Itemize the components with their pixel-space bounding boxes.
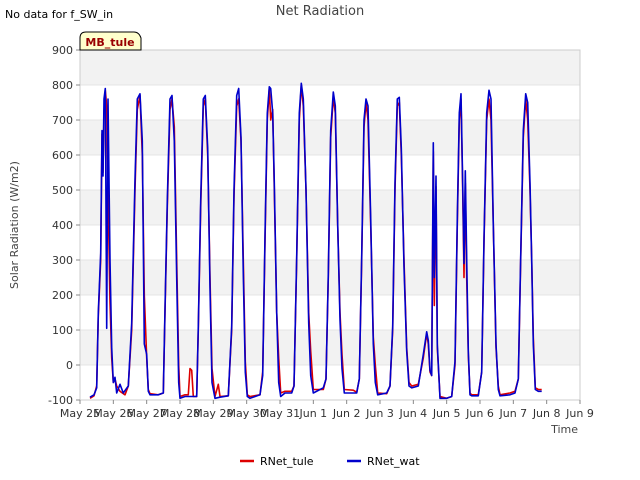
y-tick-label: 700 [52,114,73,127]
y-tick-label: -100 [48,394,73,407]
x-tick-label: May 31 [260,407,300,420]
chart-title: Net Radiation [276,4,364,19]
legend-label-rnet-wat: RNet_wat [367,455,420,468]
y-tick-label: 900 [52,44,73,57]
y-tick-label: 300 [52,254,73,267]
x-tick-label: Jun 9 [565,407,594,420]
x-tick-label: Jun 1 [298,407,327,420]
grid-band [80,50,580,85]
x-tick-label: Jun 8 [532,407,561,420]
site-badge-label: MB_tule [85,36,134,49]
x-tick-label: May 27 [127,407,167,420]
y-tick-label: 100 [52,324,73,337]
x-tick-label: May 26 [93,407,133,420]
legend: RNet_tule RNet_wat [240,455,420,468]
y-tick-label: 800 [52,79,73,92]
y-tick-label: 0 [66,359,73,372]
x-tick-label: Jun 5 [432,407,461,420]
x-tick-label: May 30 [227,407,267,420]
grid-band [80,260,580,295]
series-line-rnet-wat [89,82,542,400]
x-axis-label: Time [550,423,578,436]
x-tick-label: Jun 2 [332,407,361,420]
corner-note: No data for f_SW_in [5,8,113,21]
x-tick-label: Jun 6 [465,407,494,420]
y-tick-label: 600 [52,149,73,162]
x-tick-label: May 25 [60,407,100,420]
legend-label-rnet-tule: RNet_tule [260,455,314,468]
series-layer [89,82,542,400]
y-tick-label: 200 [52,289,73,302]
y-tick-label: 500 [52,184,73,197]
x-tick-label: May 28 [160,407,200,420]
y-axis-ticks: -100 0 100 200 300 400 500 600 700 800 900 [48,44,80,407]
grid-band [80,330,580,365]
x-tick-label: Jun 7 [498,407,527,420]
y-axis-label: Solar Radiation (W/m2) [8,161,21,289]
site-badge: MB_tule [79,31,142,51]
x-tick-label: May 29 [193,407,233,420]
x-tick-label: Jun 3 [365,407,394,420]
x-tick-label: Jun 4 [398,407,427,420]
y-tick-label: 400 [52,219,73,232]
